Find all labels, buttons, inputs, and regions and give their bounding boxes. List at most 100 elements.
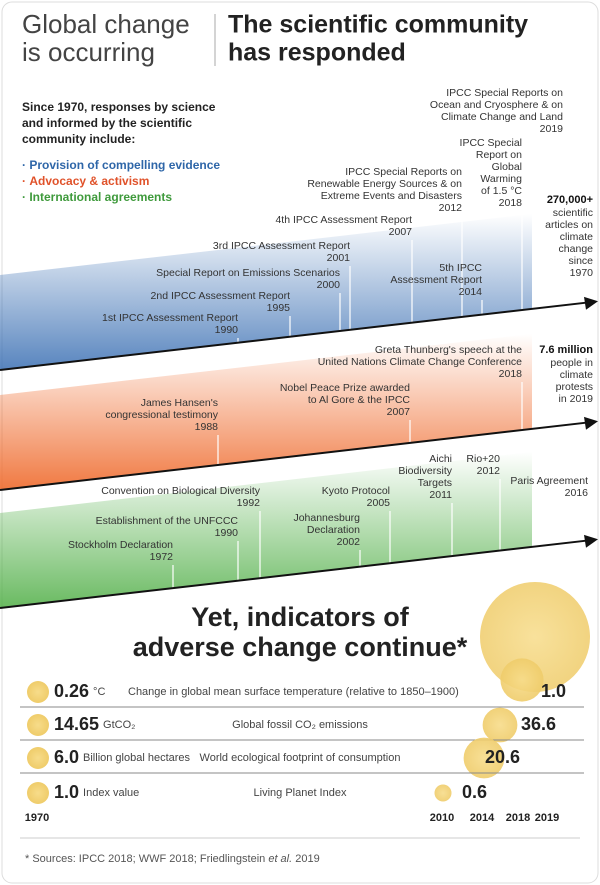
legend-label: Provision of compelling evidence [29,158,220,172]
event-label: 2nd IPCC Assessment Report [151,290,291,302]
footnote-part: * Sources: IPCC 2018; WWF 2018; Friedlin… [25,853,268,865]
event-year: 2007 [389,226,413,238]
indicator-label: Change in global mean surface temperatur… [128,686,459,698]
left-title: Global change [22,9,190,39]
event-label: Kyoto Protocol [322,485,390,497]
left-title: is occurring [22,37,155,67]
start-number: 1.0 [54,782,79,802]
event-label: James Hansen's [141,397,218,409]
event-label: Extreme Events and Disasters [321,190,462,202]
right-title: has responded [228,39,406,67]
legend-bullet: · [22,190,26,204]
event-year: 2014 [459,286,483,298]
event-label: Paris Agreement [510,475,588,487]
indicator-label: World ecological footprint of consumptio… [200,752,401,764]
total-line: in 2019 [559,393,594,405]
footnote-part: 2019 [292,853,320,865]
arrow-head [584,534,598,548]
total-line: people in [550,357,593,369]
event-year: 1990 [215,324,239,336]
unit: Billion global hectares [83,752,191,764]
start-bubble [27,714,49,736]
arrow-line [0,539,587,609]
arrow-line [0,301,587,371]
event-label: Greta Thunberg's speech at the [375,344,522,356]
start-value: 6.0 Billion global hectares [54,747,191,767]
right-title: The scientific community [228,11,528,39]
event-label: Special Report on Emissions Scenarios [156,267,340,279]
start-value: 1.0 Index value [54,782,139,802]
end-bubble [482,707,518,743]
legend-item: · International agreements [22,190,172,204]
total-line: change [559,243,594,255]
event-label: Declaration [307,524,360,536]
event-label: United Nations Climate Change Conference [318,356,522,368]
indicator-label: Global fossil CO₂ emissions [232,719,368,731]
start-number: 0.26 [54,681,89,701]
arrow-head [584,416,598,430]
total-line: climate [560,231,593,243]
band-fill [0,333,532,490]
event-year: 2016 [565,487,589,499]
end-value: 20.6 [485,747,520,767]
event-label: Report on [476,149,522,161]
total-line: articles on [545,219,593,231]
event-year: 2005 [367,497,391,509]
start-value: 0.26 °C [54,681,105,701]
event-label: Global [492,161,522,173]
event-label: Biodiversity [398,465,452,477]
event-label: congressional testimony [105,409,218,421]
legend-label: Advocacy & activism [29,174,149,188]
event-label: Targets [418,477,452,489]
event-label: Climate Change and Land [441,111,563,123]
event-label: Rio+20 [466,453,500,465]
event-year: 2018 [499,368,523,380]
unit: GtCO₂ [103,719,135,731]
legend-item: · Advocacy & activism [22,174,149,188]
total-line: 1970 [570,267,594,279]
legend-item: · Provision of compelling evidence [22,158,220,172]
legend-bullet: · [22,158,26,172]
event-year: 1995 [267,302,291,314]
intro: and informed by the scientific [22,116,192,130]
unit: °C [93,686,105,698]
event-label: to Al Gore & the IPCC [308,394,411,406]
start-number: 14.65 [54,714,99,734]
start-bubble [27,782,49,804]
event-label: Aichi [429,453,452,465]
event-year: 2000 [317,279,341,291]
event-label: Warming [480,173,522,185]
unit: Index value [83,787,139,799]
total-line: scientific [553,207,593,219]
event-label: 3rd IPCC Assessment Report [213,240,350,252]
event-label: Johannesburg [293,512,360,524]
year-label: 2019 [535,812,559,824]
total-headline: 7.6 million [539,344,593,356]
event-label: 1st IPCC Assessment Report [102,312,238,324]
end-bubble [500,658,544,702]
total-headline: 270,000+ [547,194,593,206]
event-label: Ocean and Cryosphere & on [430,99,563,111]
footnote-part: et al. [268,853,292,865]
event-label: Nobel Peace Prize awarded [280,382,410,394]
year-label: 2018 [506,812,530,824]
event-year: 1992 [237,497,261,509]
event-label: Assessment Report [390,274,482,286]
start-value: 14.65 GtCO₂ [54,714,135,734]
event-label: Establishment of the UNFCCC [96,515,239,527]
intro: Since 1970, responses by science [22,100,216,114]
arrow-head [584,296,598,310]
start-bubble [27,747,49,769]
footnote: * Sources: IPCC 2018; WWF 2018; Friedlin… [25,853,320,865]
year-label: 1970 [25,812,49,824]
indicator-label: Living Planet Index [254,787,347,799]
legend-label: International agreements [29,190,172,204]
end-bubble [463,737,505,779]
event-year: 2019 [540,123,564,135]
start-bubble [27,681,49,703]
event-label: Convention on Biological Diversity [101,485,260,497]
event-label: IPCC Special Reports on [345,166,462,178]
event-year: 2018 [499,197,523,209]
event-year: 2002 [337,536,361,548]
